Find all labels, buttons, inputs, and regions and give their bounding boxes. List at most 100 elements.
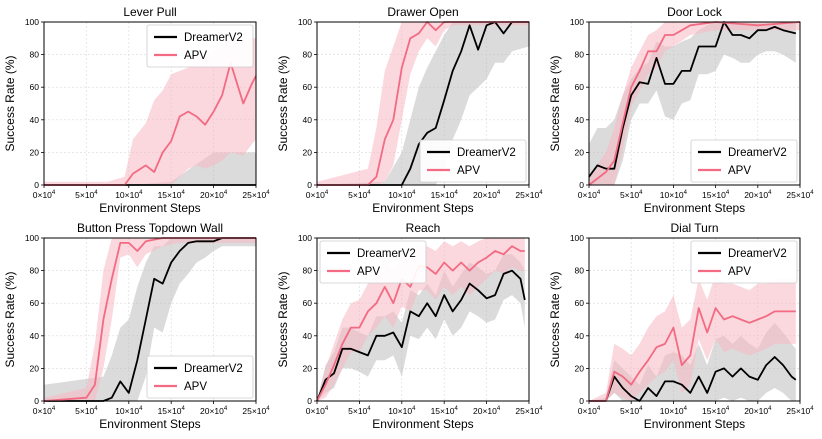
- legend-label-dreamerv2: DreamerV2: [457, 147, 516, 159]
- y-tick-label: 80: [575, 266, 585, 276]
- x-axis-label: Environment Steps: [644, 201, 745, 215]
- chart-title: Button Press Topdown Wall: [77, 221, 223, 235]
- legend-box: [690, 240, 798, 284]
- x-tick-label: 25×104: [515, 406, 543, 416]
- x-tick-label: 15×104: [431, 190, 459, 200]
- x-tick-label: 10×104: [660, 190, 688, 200]
- y-axis-label: Success Rate (%): [276, 55, 290, 151]
- legend-box: [690, 139, 798, 183]
- x-tick-label: 0×104: [306, 406, 329, 416]
- x-tick-label: 5×104: [620, 190, 643, 200]
- plot-frame: [316, 21, 530, 186]
- x-tick-label: 25×104: [515, 190, 543, 200]
- legend-label-apv: APV: [728, 266, 751, 278]
- y-tick-label: 20: [303, 363, 313, 373]
- x-tick-label: 20×104: [200, 406, 228, 416]
- x-tick-label: 25×104: [242, 406, 270, 416]
- y-tick-label: 100: [25, 233, 39, 243]
- series-line-dreamerv2: [316, 269, 526, 402]
- x-tick-label: 15×104: [158, 190, 186, 200]
- legend-label-dreamerv2: DreamerV2: [184, 32, 243, 44]
- legend-label-apv: APV: [184, 381, 207, 393]
- chart-panel: 0×104 5×104 10×104 15×104 20×104 25×104 0 20 40 6…: [276, 221, 543, 431]
- y-tick-label: 40: [303, 331, 313, 341]
- series-line-dreamerv2: [44, 237, 256, 402]
- x-tick-label: 5×104: [75, 190, 98, 200]
- y-tick-label: 20: [303, 147, 313, 157]
- confidence-band: [317, 22, 529, 185]
- y-tick-label: 100: [298, 233, 312, 243]
- x-tick-label: 0×104: [578, 190, 601, 200]
- legend-box: [419, 139, 527, 183]
- y-tick-label: 80: [30, 266, 40, 276]
- series-line-dreamerv2: [317, 21, 529, 186]
- series-line-apv: [44, 61, 257, 186]
- y-axis-label: Success Rate (%): [276, 271, 290, 367]
- x-tick-label: 0×104: [33, 406, 56, 416]
- series-line-dreamerv2: [588, 21, 797, 178]
- y-axis-label: Success Rate (%): [548, 271, 562, 367]
- y-tick-label: 0: [579, 180, 584, 190]
- y-axis-label: Success Rate (%): [3, 271, 17, 367]
- x-tick-label: 25×104: [786, 190, 814, 200]
- chart-panel: 0×104 5×104 10×104 15×104 20×104 25×104 0 20 40 6…: [548, 221, 814, 431]
- legend-label-apv: APV: [357, 266, 380, 278]
- y-tick-label: 20: [30, 147, 40, 157]
- x-tick-label: 10×104: [115, 190, 143, 200]
- y-tick-label: 20: [30, 363, 40, 373]
- x-tick-label: 15×104: [702, 406, 730, 416]
- x-tick-label: 0×104: [33, 190, 56, 200]
- y-tick-label: 0: [579, 396, 584, 406]
- legend-box: [146, 24, 254, 68]
- legend-label-apv: APV: [728, 165, 751, 177]
- legend: DreamerV2 APV: [690, 139, 798, 183]
- y-tick-label: 60: [303, 298, 313, 308]
- chart-panel: 0×104 5×104 10×104 15×104 20×104 25×104 0 20 40 6…: [548, 5, 814, 215]
- y-tick-label: 100: [298, 17, 312, 27]
- x-tick-label: 25×104: [242, 190, 270, 200]
- confidence-band: [589, 22, 800, 185]
- legend-label-dreamerv2: DreamerV2: [728, 248, 787, 260]
- confidence-band: [44, 238, 256, 401]
- x-tick-label: 10×104: [115, 406, 143, 416]
- x-tick-label: 5×104: [75, 406, 98, 416]
- series-line-dreamerv2: [589, 356, 797, 402]
- y-tick-label: 40: [575, 331, 585, 341]
- legend: DreamerV2 APV: [690, 240, 798, 284]
- plot-frame: [588, 237, 801, 402]
- legend-label-dreamerv2: DreamerV2: [184, 363, 243, 375]
- y-axis-label: Success Rate (%): [3, 55, 17, 151]
- series-line-apv: [589, 307, 796, 402]
- x-tick-label: 20×104: [473, 406, 501, 416]
- legend-label-dreamerv2: DreamerV2: [357, 248, 416, 260]
- x-tick-label: 10×104: [388, 406, 416, 416]
- y-tick-label: 40: [30, 331, 40, 341]
- x-tick-label: 15×104: [158, 406, 186, 416]
- plot-frame: [316, 237, 530, 402]
- x-axis-label: Environment Steps: [644, 417, 745, 431]
- chart-title: Lever Pull: [123, 5, 176, 19]
- y-tick-label: 60: [575, 298, 585, 308]
- legend-label-apv: APV: [457, 165, 480, 177]
- x-tick-label: 5×104: [348, 406, 371, 416]
- x-axis-label: Environment Steps: [99, 201, 200, 215]
- legend-label-dreamerv2: DreamerV2: [728, 147, 787, 159]
- x-tick-label: 25×104: [786, 406, 814, 416]
- x-axis-label: Environment Steps: [372, 417, 473, 431]
- y-tick-label: 0: [307, 180, 312, 190]
- x-tick-label: 0×104: [306, 190, 329, 200]
- legend-label-apv: APV: [184, 50, 207, 62]
- y-tick-label: 100: [25, 17, 39, 27]
- y-tick-label: 80: [303, 50, 313, 60]
- legend-box: [146, 355, 254, 399]
- x-axis-label: Environment Steps: [99, 417, 200, 431]
- legend: DreamerV2 APV: [319, 240, 427, 284]
- x-tick-label: 20×104: [744, 406, 772, 416]
- x-axis-label: Environment Steps: [372, 201, 473, 215]
- y-tick-label: 40: [575, 115, 585, 125]
- legend-box: [319, 240, 427, 284]
- y-axis-label: Success Rate (%): [548, 55, 562, 151]
- y-tick-label: 100: [570, 233, 584, 243]
- legend: DreamerV2 APV: [146, 355, 254, 399]
